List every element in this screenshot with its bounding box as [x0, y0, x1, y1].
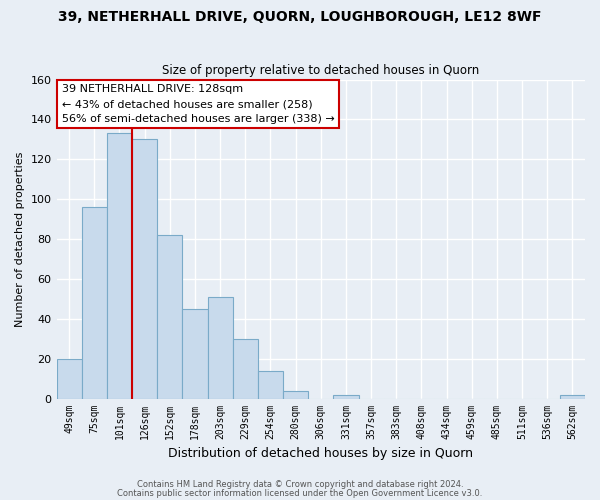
X-axis label: Distribution of detached houses by size in Quorn: Distribution of detached houses by size … [168, 447, 473, 460]
Bar [56, 358, 82, 399]
Title: Size of property relative to detached houses in Quorn: Size of property relative to detached ho… [162, 64, 479, 77]
Y-axis label: Number of detached properties: Number of detached properties [15, 152, 25, 326]
Bar [182, 309, 208, 398]
Bar [283, 390, 308, 398]
Bar [132, 140, 157, 398]
Bar [107, 134, 132, 398]
Bar [82, 207, 107, 398]
Bar [334, 394, 359, 398]
Text: Contains public sector information licensed under the Open Government Licence v3: Contains public sector information licen… [118, 488, 482, 498]
Text: 39 NETHERHALL DRIVE: 128sqm
← 43% of detached houses are smaller (258)
56% of se: 39 NETHERHALL DRIVE: 128sqm ← 43% of det… [62, 84, 335, 124]
Text: 39, NETHERHALL DRIVE, QUORN, LOUGHBOROUGH, LE12 8WF: 39, NETHERHALL DRIVE, QUORN, LOUGHBOROUG… [58, 10, 542, 24]
Bar [258, 370, 283, 398]
Text: Contains HM Land Registry data © Crown copyright and database right 2024.: Contains HM Land Registry data © Crown c… [137, 480, 463, 489]
Bar [157, 235, 182, 398]
Bar [208, 297, 233, 398]
Bar [560, 394, 585, 398]
Bar [233, 338, 258, 398]
